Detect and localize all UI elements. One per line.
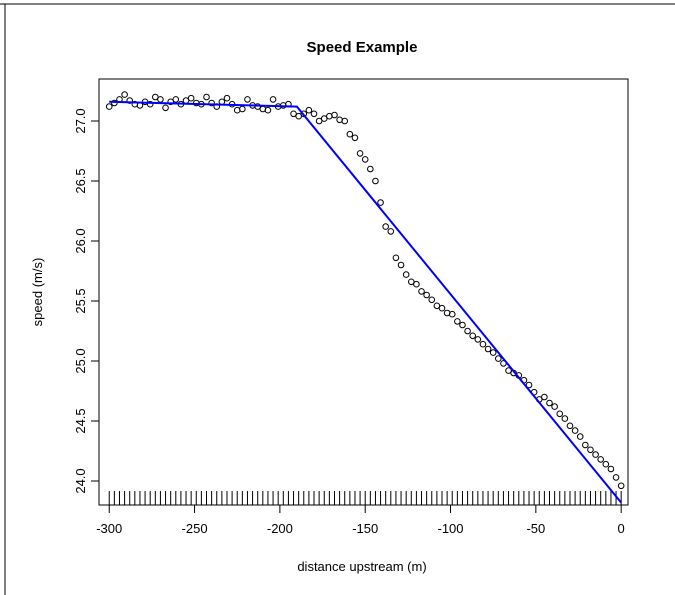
data-point bbox=[597, 456, 604, 463]
data-point bbox=[617, 482, 625, 490]
data-point bbox=[305, 106, 313, 114]
data-point bbox=[121, 91, 128, 98]
data-point bbox=[377, 199, 384, 206]
data-point bbox=[372, 177, 379, 185]
data-point bbox=[392, 254, 400, 262]
data-point bbox=[382, 223, 389, 230]
data-point bbox=[172, 96, 180, 103]
data-point bbox=[438, 304, 446, 312]
data-point bbox=[587, 446, 594, 454]
data-point bbox=[423, 291, 430, 299]
data-point bbox=[592, 451, 599, 458]
data-point bbox=[566, 422, 574, 430]
data-point bbox=[264, 106, 272, 114]
data-point bbox=[556, 410, 564, 418]
data-point bbox=[418, 288, 425, 295]
x-tick-label: -250 bbox=[182, 521, 208, 536]
x-tick-label: -50 bbox=[526, 521, 545, 536]
x-tick-label: 0 bbox=[618, 521, 625, 536]
x-tick-label: -150 bbox=[352, 521, 378, 536]
data-point bbox=[239, 105, 246, 113]
data-point bbox=[541, 393, 548, 401]
data-point bbox=[315, 117, 323, 125]
x-tick-label: -300 bbox=[96, 521, 122, 536]
data-point bbox=[208, 99, 215, 107]
data-point bbox=[126, 97, 134, 104]
data-point bbox=[387, 228, 395, 235]
data-point bbox=[356, 150, 364, 157]
data-point bbox=[561, 415, 569, 422]
x-axis: -300 -250 -200 -150 -100 -50 0 bbox=[96, 504, 625, 536]
data-point bbox=[351, 134, 359, 142]
data-point bbox=[290, 110, 297, 118]
data-point bbox=[459, 321, 466, 329]
data-points bbox=[105, 91, 625, 490]
data-point bbox=[602, 460, 610, 468]
data-point bbox=[407, 278, 415, 286]
data-point bbox=[331, 111, 338, 119]
data-point bbox=[203, 93, 210, 101]
data-point bbox=[146, 100, 154, 108]
chart-title: Speed Example bbox=[307, 39, 418, 56]
x-tick-label: -100 bbox=[438, 521, 464, 536]
data-point bbox=[244, 96, 251, 103]
data-point bbox=[607, 465, 615, 473]
data-point bbox=[320, 115, 328, 122]
data-point bbox=[397, 261, 405, 269]
x-tick-label: -200 bbox=[267, 521, 293, 536]
y-tick-label: 26.0 bbox=[73, 228, 88, 253]
data-point bbox=[223, 94, 231, 102]
data-point bbox=[269, 96, 277, 103]
data-point bbox=[571, 427, 579, 434]
plot-area bbox=[98, 78, 629, 506]
data-point bbox=[157, 96, 164, 103]
data-point bbox=[310, 110, 318, 118]
data-point bbox=[152, 93, 159, 101]
data-point bbox=[576, 433, 584, 440]
y-tick-label: 25.0 bbox=[73, 348, 88, 373]
data-point bbox=[495, 355, 502, 362]
rug-marks bbox=[108, 491, 622, 505]
data-point bbox=[448, 310, 456, 318]
data-point bbox=[300, 110, 308, 118]
data-point bbox=[551, 403, 558, 410]
y-tick-label: 26.5 bbox=[73, 168, 88, 193]
data-point bbox=[454, 318, 461, 325]
data-point bbox=[479, 340, 487, 348]
data-point bbox=[167, 98, 174, 106]
data-point bbox=[546, 399, 553, 407]
y-tick-label: 24.0 bbox=[73, 468, 88, 493]
y-tick-label: 25.5 bbox=[73, 288, 88, 313]
data-point bbox=[428, 296, 436, 304]
fit-line bbox=[109, 100, 622, 504]
data-point bbox=[295, 112, 302, 120]
data-point bbox=[474, 336, 482, 343]
y-tick-label: 24.5 bbox=[73, 408, 88, 433]
data-point bbox=[413, 280, 420, 288]
fit-line-group bbox=[109, 100, 622, 504]
data-point bbox=[489, 349, 497, 356]
data-point bbox=[402, 271, 410, 278]
data-point bbox=[525, 381, 533, 389]
data-point bbox=[484, 345, 492, 353]
data-point bbox=[612, 474, 620, 481]
data-point bbox=[105, 103, 113, 110]
data-point bbox=[582, 441, 589, 449]
data-point bbox=[505, 367, 512, 374]
y-axis-label: speed (m/s) bbox=[30, 258, 45, 327]
data-point bbox=[341, 117, 349, 125]
data-point bbox=[162, 104, 169, 112]
data-point bbox=[187, 94, 195, 102]
x-axis-label: distance upstream (m) bbox=[297, 559, 426, 574]
data-point bbox=[361, 156, 369, 163]
data-point bbox=[469, 332, 477, 340]
data-point bbox=[433, 302, 441, 310]
y-axis: 24.0 24.5 25.0 25.5 26.0 26.5 27.0 bbox=[73, 108, 100, 494]
y-tick-label: 27.0 bbox=[73, 108, 88, 133]
data-point bbox=[346, 130, 354, 138]
data-point bbox=[367, 165, 374, 173]
data-point bbox=[464, 327, 471, 335]
